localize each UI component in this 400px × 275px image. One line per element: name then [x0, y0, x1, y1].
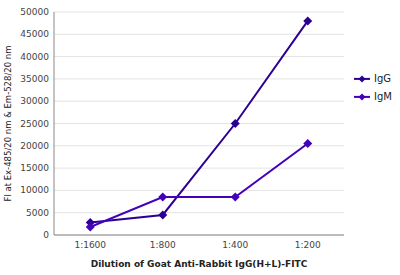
y-axis: [54, 12, 55, 235]
grid-line: [54, 212, 344, 213]
grid-line: [54, 34, 344, 35]
grid-line: [54, 123, 344, 124]
plot-area: [86, 16, 313, 231]
x-tick-label: 1:400: [222, 240, 248, 250]
y-tick-label: 20000: [20, 141, 49, 151]
legend-label: IgM: [374, 91, 392, 102]
x-axis-label: Dilution of Goat Anti-Rabbit IgG(H+L)-FI…: [91, 259, 308, 269]
y-tick-label: 15000: [20, 163, 49, 173]
y-tick-label: 40000: [20, 52, 49, 62]
chart: 0 5000 10000 15000 20000 25000 30000 35000 40000…: [0, 0, 400, 275]
marker: [303, 16, 312, 25]
y-tick-label: 45000: [20, 29, 49, 39]
marker: [158, 193, 167, 202]
grid-line: [54, 12, 344, 13]
y-tick-label: 35000: [20, 74, 49, 84]
y-axis-label: Fl at Ex-485/20 nm & Em-528/20 nm: [3, 46, 13, 202]
grid-line: [54, 56, 344, 57]
series-line: [90, 144, 308, 227]
marker: [231, 193, 240, 202]
marker: [303, 139, 312, 148]
y-tick-label: 5000: [26, 208, 49, 218]
marker: [231, 119, 240, 128]
y-tick-label: 50000: [20, 7, 49, 17]
marker: [158, 210, 167, 219]
y-tick-label: 30000: [20, 96, 49, 106]
y-tick-label: 25000: [20, 119, 49, 129]
legend-marker: [359, 75, 366, 82]
marker: [86, 222, 95, 231]
y-tick-label: 10000: [20, 185, 49, 195]
x-axis: [54, 235, 344, 236]
x-tick-label: 1:200: [295, 240, 321, 250]
x-tick-label: 1:1600: [74, 240, 106, 250]
grid-line: [54, 101, 344, 102]
legend: IgG IgM: [354, 73, 392, 102]
series-line: [90, 21, 308, 223]
grid-line: [54, 145, 344, 146]
legend-label: IgG: [374, 73, 391, 84]
x-tick-label: 1:800: [150, 240, 176, 250]
grid-line: [54, 235, 344, 236]
grid-line: [54, 78, 344, 79]
legend-marker: [359, 93, 366, 100]
grid-line: [54, 190, 344, 191]
y-tick-label: 0: [43, 230, 49, 240]
